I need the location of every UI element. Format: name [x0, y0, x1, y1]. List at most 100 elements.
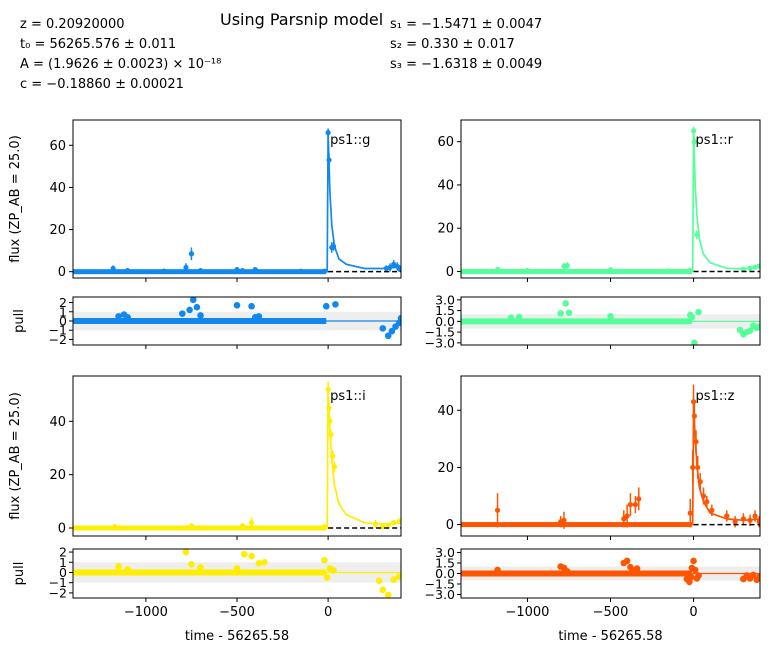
param-s1: s₁ = −1.5471 ± 0.0047 [390, 17, 543, 32]
y-tick-label: −3.0 [425, 587, 455, 602]
pull-point [695, 572, 702, 579]
flux-point [752, 513, 758, 519]
y-tick-label: 40 [49, 415, 66, 430]
flux-point [380, 524, 386, 530]
pull-point [564, 568, 571, 575]
y-tick-label: 0.0 [435, 314, 455, 329]
flux-axes: 0 20 40 ps1::z [437, 375, 761, 540]
pull-point [322, 302, 330, 310]
y-tick-label: 20 [437, 222, 454, 237]
pull-baseline-points [73, 569, 327, 576]
x-tick-label: 0 [689, 605, 697, 620]
pull-point [750, 571, 757, 579]
pull-point [321, 556, 328, 564]
y-tick-label: −1.5 [425, 325, 455, 340]
pull-point [565, 309, 573, 317]
y-tick-label: 0 [59, 565, 67, 580]
flux-point [636, 496, 642, 502]
pull-point [388, 327, 396, 335]
model-curve [73, 389, 401, 529]
y-tick-label: −1 [49, 575, 67, 590]
figure-title: Using Parsnip model [220, 10, 384, 29]
x-axis-label: time - 56265.58 [558, 629, 662, 644]
pull-point [186, 306, 193, 314]
pull-point [233, 565, 241, 572]
pull-plot-area [461, 300, 760, 345]
x-tick-label: −500 [219, 605, 255, 620]
pull-point [179, 310, 186, 317]
flux-point [564, 262, 570, 269]
panel-ps1-r: 0 20 40 60 ps1::r−3.0−1.50.01.53.0 [425, 119, 761, 350]
pull-baseline-points [461, 570, 692, 577]
pull-point [124, 566, 131, 573]
y-tick-label: 2 [59, 545, 67, 560]
y-tick-label: 20 [49, 223, 66, 238]
pull-point [379, 586, 387, 594]
flux-point [248, 520, 255, 526]
flux-point [183, 264, 189, 271]
pull-point [756, 573, 760, 580]
pull-point [323, 574, 331, 581]
pull-point [691, 339, 698, 345]
flux-axes: 0 20 40 ps1::i [49, 375, 402, 540]
y-tick-label: 1 [59, 555, 67, 570]
panel-ps1-z: 0 20 40 ps1::z−3.0−1.50.01.53.0−1000 −500 0ti… [425, 375, 761, 644]
model-curve [73, 132, 401, 273]
pull-point [623, 557, 631, 565]
pull-point [182, 549, 190, 556]
y-tick-label: −1 [49, 323, 67, 338]
x-tick-label: −1000 [505, 605, 549, 620]
pull-point [691, 566, 699, 574]
pull-point [494, 566, 501, 574]
y-tick-label: 40 [437, 404, 454, 419]
pull-point [690, 557, 697, 565]
pull-point [384, 332, 392, 340]
y-tick-label: −3.0 [425, 335, 455, 350]
flux-point [397, 266, 401, 273]
y-tick-label: 0 [58, 265, 66, 280]
y-tick-label: −1.5 [425, 577, 455, 592]
pull-point [233, 302, 241, 309]
pull-point [255, 313, 263, 320]
param-s2: s₂ = 0.330 ± 0.017 [390, 37, 515, 52]
flux-point [561, 517, 567, 523]
pull-axes: −3.0−1.50.01.53.0 [425, 292, 761, 350]
pull-point [248, 552, 255, 560]
y-tick-label: 2 [59, 295, 67, 310]
y-tick-label: 60 [49, 139, 66, 154]
param-color: c = −0.18860 ± 0.00021 [20, 77, 184, 92]
pull-point [240, 550, 248, 558]
y-tick-label: 0 [446, 518, 454, 533]
pull-point [397, 314, 401, 322]
pull-axes: −3.0−1.50.01.53.0 −1000 −500 0 time - 56265.… [425, 545, 761, 644]
y-tick-label: −2 [49, 332, 67, 347]
y-tick-label: 0 [446, 265, 454, 280]
y-tick-label: 1 [59, 304, 67, 319]
pull-point [687, 573, 695, 581]
pull-point [248, 302, 255, 310]
param-z: z = 0.20920000 [20, 17, 125, 32]
x-axis-label: time - 56265.58 [185, 629, 289, 644]
pull-point [189, 297, 197, 304]
param-amplitude: A = (1.9626 ± 0.0023) × 10⁻¹⁸ [20, 57, 222, 72]
pull-point [375, 577, 383, 584]
pull-point [332, 301, 339, 308]
y-tick-label: 0 [59, 314, 67, 329]
flux-y-axis-label: flux (ZP_AB = 25.0) [8, 135, 23, 263]
y-tick-label: 3.0 [435, 292, 455, 307]
band-label: ps1::g [330, 133, 370, 148]
fit-parameters-left: z = 0.20920000 t₀ = 56265.576 ± 0.011 A … [20, 15, 221, 95]
flux-point [632, 501, 639, 508]
pull-y-axis-label: pull [12, 562, 27, 586]
x-tick-label: 0 [324, 605, 332, 620]
pull-point [607, 313, 614, 320]
band-label: ps1::i [330, 389, 366, 404]
band-label: ps1::r [696, 133, 734, 148]
pull-plot-area [73, 297, 401, 340]
band-label: ps1::z [696, 389, 735, 404]
pull-point [115, 563, 122, 570]
y-tick-label: 0 [58, 522, 66, 537]
pull-point [688, 313, 696, 321]
